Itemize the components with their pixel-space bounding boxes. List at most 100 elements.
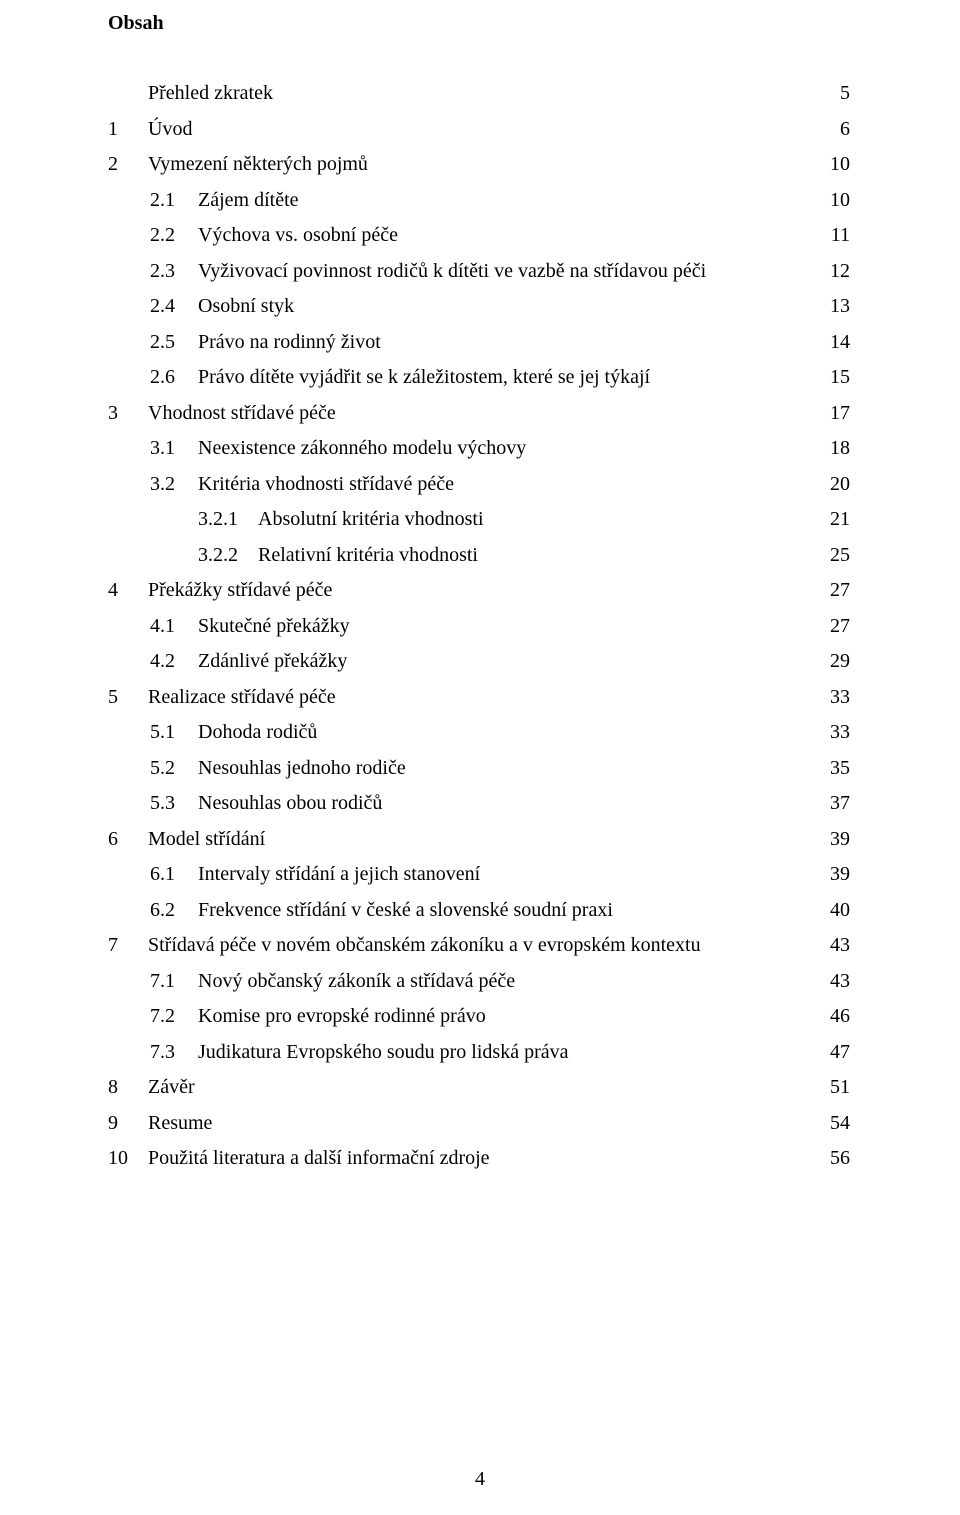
toc-entry-page: 43 [830,971,850,991]
toc-entry-label: Osobní styk [198,296,294,316]
toc-entry: 6.1Intervaly střídání a jejich stanovení… [108,864,850,884]
toc-entry: 2.2Výchova vs. osobní péče 11 [108,225,850,245]
toc-entry-page: 29 [830,651,850,671]
toc-entry-label: Použitá literatura a další informační zd… [148,1148,490,1168]
toc-entry-page: 5 [840,83,850,103]
toc-entry-number: 7.3 [150,1042,198,1062]
toc-entry-label: Resume [148,1113,212,1133]
toc-entry-number: 3.2.2 [198,545,258,565]
toc-entry-label: Vyživovací povinnost rodičů k dítěti ve … [198,261,706,281]
toc-entry-label: Relativní kritéria vhodnosti [258,545,478,565]
toc-entry: 8Závěr 51 [108,1077,850,1097]
toc-entry: 2.6Právo dítěte vyjádřit se k záležitost… [108,367,850,387]
toc-entry-label: Nesouhlas obou rodičů [198,793,382,813]
toc-entry-number: 8 [108,1077,148,1097]
toc-entry-page: 54 [830,1113,850,1133]
toc-entry-page: 18 [830,438,850,458]
toc-entry-page: 11 [831,225,850,245]
toc-entry: 7.1Nový občanský zákoník a střídavá péče… [108,971,850,991]
toc-entry-number: 2.3 [150,261,198,281]
toc-entry-label: Právo na rodinný život [198,332,381,352]
toc-entry-number: 5.1 [150,722,198,742]
toc-entry-label: Zájem dítěte [198,190,299,210]
toc-entry-label: Absolutní kritéria vhodnosti [258,509,484,529]
toc-entry: 2.4Osobní styk13 [108,296,850,316]
toc-entry: 3.2.2Relativní kritéria vhodnosti 25 [108,545,850,565]
toc-entry-number: 3 [108,403,148,423]
toc-entry-page: 46 [830,1006,850,1026]
toc-entry-page: 43 [830,935,850,955]
toc-entry: 2.5Právo na rodinný život 14 [108,332,850,352]
toc-entry: 6Model střídání 39 [108,829,850,849]
toc-entry: Přehled zkratek 5 [108,83,850,103]
toc-entry-label: Nesouhlas jednoho rodiče [198,758,406,778]
toc-entry-page: 17 [830,403,850,423]
toc-entry-number: 3.2 [150,474,198,494]
toc-entry-number: 7.2 [150,1006,198,1026]
toc-entry-page: 33 [830,687,850,707]
toc-entry-label: Střídavá péče v novém občanském zákoníku… [148,935,701,955]
toc-entry-number: 3.2.1 [198,509,258,529]
toc-entry-number: 1 [108,119,148,139]
toc-entry-label: Model střídání [148,829,265,849]
toc-entry-page: 14 [830,332,850,352]
toc-entry-number: 5.2 [150,758,198,778]
toc-entry-label: Vymezení některých pojmů [148,154,368,174]
toc-entry-label: Vhodnost střídavé péče [148,403,336,423]
toc-heading: Obsah [108,12,850,35]
toc-entry: 3.1Neexistence zákonného modelu výchovy 1… [108,438,850,458]
toc-entry: 5Realizace střídavé péče33 [108,687,850,707]
toc-entry: 5.3Nesouhlas obou rodičů 37 [108,793,850,813]
toc-entry-number: 10 [108,1148,148,1168]
toc-entry-page: 51 [830,1077,850,1097]
toc-entry-page: 20 [830,474,850,494]
toc-entry-label: Zdánlivé překážky [198,651,347,671]
toc-entry-page: 37 [830,793,850,813]
toc-entry-number: 4.2 [150,651,198,671]
toc-entry: 2.1Zájem dítěte10 [108,190,850,210]
toc-entry-page: 39 [830,829,850,849]
toc-entry-label: Úvod [148,119,192,139]
toc-entry-page: 10 [830,154,850,174]
toc-entry: 1Úvod6 [108,119,850,139]
toc-entry-page: 40 [830,900,850,920]
toc-entry: 7Střídavá péče v novém občanském zákoník… [108,935,850,955]
toc-entry-number: 2.5 [150,332,198,352]
toc-entry-label: Neexistence zákonného modelu výchovy [198,438,526,458]
toc-entry-number: 5 [108,687,148,707]
toc-entry-label: Dohoda rodičů [198,722,317,742]
toc-entry-number: 9 [108,1113,148,1133]
toc-entry-label: Judikatura Evropského soudu pro lidská p… [198,1042,568,1062]
toc-entry-number: 6 [108,829,148,849]
toc-entry-label: Kritéria vhodnosti střídavé péče [198,474,454,494]
toc-entry-label: Přehled zkratek [148,83,273,103]
toc-entry-number: 6.2 [150,900,198,920]
toc-entry-number: 7 [108,935,148,955]
toc-entry-label: Překážky střídavé péče [148,580,332,600]
toc-entry: 3.2Kritéria vhodnosti střídavé péče 20 [108,474,850,494]
toc-entry-number: 3.1 [150,438,198,458]
toc-entry-page: 15 [830,367,850,387]
toc-entry-page: 25 [830,545,850,565]
toc-list: Přehled zkratek51Úvod62Vymezení některýc… [108,83,850,1168]
toc-entry-number: 2 [108,154,148,174]
toc-entry-number: 4 [108,580,148,600]
toc-entry: 9Resume 54 [108,1113,850,1133]
toc-entry-page: 47 [830,1042,850,1062]
toc-entry-label: Závěr [148,1077,195,1097]
toc-entry: 3.2.1Absolutní kritéria vhodnosti21 [108,509,850,529]
toc-entry: 3Vhodnost střídavé péče 17 [108,403,850,423]
toc-entry-label: Výchova vs. osobní péče [198,225,398,245]
toc-entry: 4.2Zdánlivé překážky 29 [108,651,850,671]
toc-entry-number: 5.3 [150,793,198,813]
toc-entry-page: 56 [830,1148,850,1168]
toc-entry-number: 2.2 [150,225,198,245]
toc-entry-label: Skutečné překážky [198,616,350,636]
toc-entry: 4Překážky střídavé péče27 [108,580,850,600]
toc-entry-page: 12 [830,261,850,281]
toc-entry-page: 39 [830,864,850,884]
toc-entry-label: Nový občanský zákoník a střídavá péče [198,971,515,991]
toc-entry-number: 2.1 [150,190,198,210]
toc-entry-number: 2.6 [150,367,198,387]
toc-entry-label: Intervaly střídání a jejich stanovení [198,864,480,884]
